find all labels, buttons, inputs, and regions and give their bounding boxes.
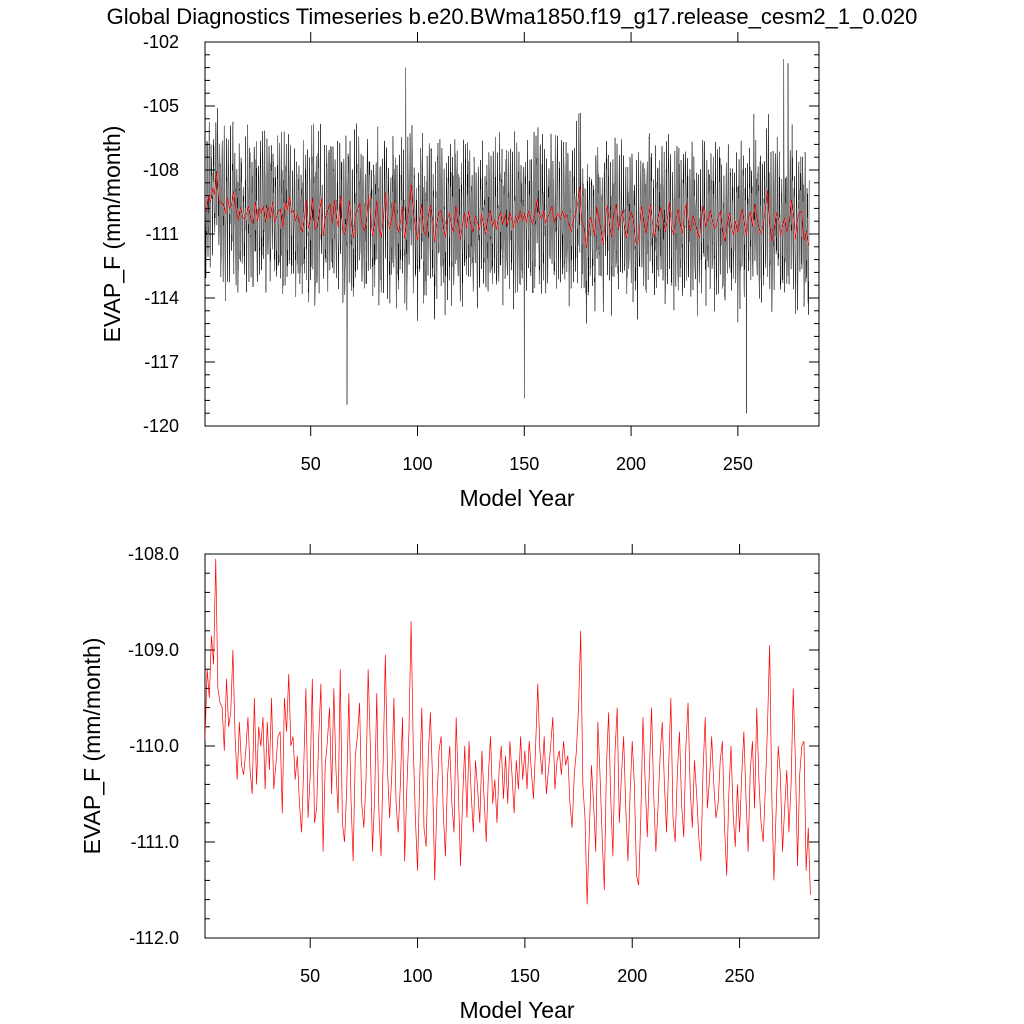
x-axis-title: Model Year	[459, 485, 574, 511]
series-monthly-line	[205, 59, 810, 414]
y-tick-label: -111	[146, 224, 179, 244]
y-tick-label: -108.0	[128, 544, 179, 564]
y-tick-label: -105	[143, 96, 179, 116]
x-tick-label: 150	[509, 454, 539, 474]
monthly-panel: -120 -117 -114 -111 -108 -105 -102 50 100 150 200 2…	[99, 32, 820, 511]
x-tick-label: 100	[402, 454, 432, 474]
page-title: Global Diagnostics Timeseries b.e20.BWma…	[106, 4, 918, 29]
y-tick-label: -102	[143, 32, 179, 52]
plot-area	[205, 59, 810, 414]
x-tick-label: 50	[301, 454, 321, 474]
y-tick-label: -112.0	[129, 928, 179, 948]
y-axis-title: EVAP_F (mm/month)	[99, 126, 125, 343]
y-tick-label: -120	[143, 416, 179, 436]
x-axis-title: Model Year	[459, 997, 574, 1023]
y-tick-label: -114	[144, 288, 179, 308]
series-annual-mean-line	[205, 558, 811, 905]
y-tick-label: -108	[143, 160, 179, 180]
x-tick-label: 150	[510, 966, 540, 986]
plot-area	[205, 558, 811, 905]
y-tick-label: -111.0	[131, 832, 179, 852]
y-tick-label: -117	[144, 352, 179, 372]
x-tick-label: 200	[616, 454, 646, 474]
y-axis-title: EVAP_F (mm/month)	[79, 638, 105, 855]
y-tick-label: -109.0	[128, 640, 179, 660]
x-tick-label: 250	[723, 454, 753, 474]
y-tick-label: -110.0	[129, 736, 179, 756]
x-tick-label: 100	[403, 966, 433, 986]
annual-panel: -112.0 -111.0 -110.0 -109.0 -108.0 50 100 150 20…	[79, 544, 820, 1023]
x-tick-label: 200	[617, 966, 647, 986]
x-tick-label: 250	[725, 966, 755, 986]
series-annual-mean-line	[205, 171, 809, 248]
x-tick-label: 50	[300, 966, 320, 986]
plot-frame	[204, 553, 820, 939]
